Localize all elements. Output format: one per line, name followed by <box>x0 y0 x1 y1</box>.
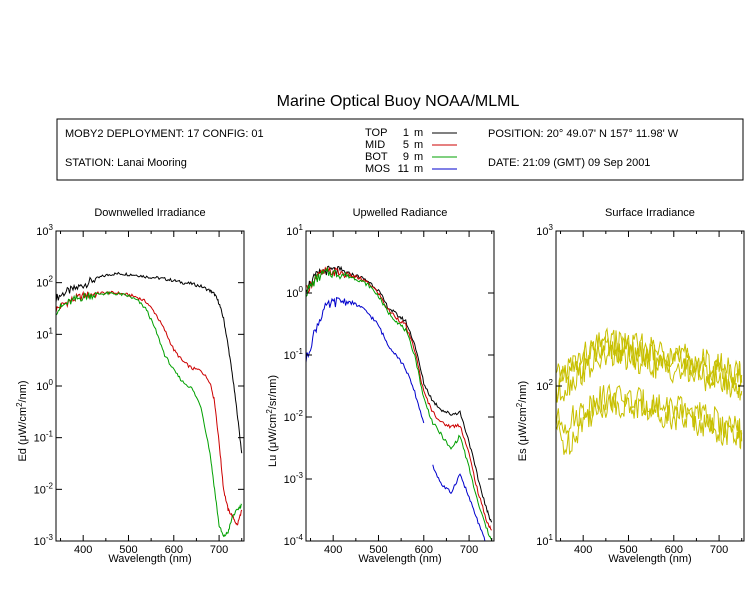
station-label: STATION: Lanai Mooring <box>65 157 187 169</box>
legend-depth: 1 <box>403 127 409 139</box>
x-tick-label: 400 <box>574 544 592 556</box>
y-tick-label: 10-2 <box>34 481 54 496</box>
y-tick-label: 102 <box>536 378 553 393</box>
series-line-es3 <box>556 343 743 403</box>
chart-title: Upwelled Radiance <box>353 207 448 219</box>
y-axis-label: Lu (μW/cm2/sr/nm) <box>265 375 279 467</box>
x-tick-label: 500 <box>119 544 137 556</box>
legend-name: TOP <box>365 127 387 139</box>
y-tick-label: 101 <box>286 223 303 238</box>
legend-name: MID <box>365 139 385 151</box>
series-group <box>56 271 243 538</box>
series-line-top <box>56 271 243 454</box>
legend-depth: 5 <box>403 139 409 151</box>
y-tick-label: 10-1 <box>284 347 304 362</box>
chart-title: Downwelled Irradiance <box>94 207 205 219</box>
chart-2: Upwelled Radiance 400 500 600 700 10-4 10-3 10-… <box>265 207 495 565</box>
chart-title: Surface Irradiance <box>605 207 695 219</box>
y-axis-label: Ed (μW/cm2/nm) <box>15 380 29 461</box>
legend-unit: m <box>414 151 423 163</box>
series-group <box>306 265 493 541</box>
legend-unit: m <box>414 127 423 139</box>
legend-item-top: TOP 1 m <box>365 127 457 139</box>
x-tick-label: 500 <box>369 544 387 556</box>
series-line-top <box>306 265 493 523</box>
series-line-bot <box>306 266 493 541</box>
chart-3: Surface Irradiance 400 500 600 700 101 102 103 W… <box>515 207 745 565</box>
x-tick-label: 700 <box>460 544 478 556</box>
x-tick-label: 700 <box>210 544 228 556</box>
plot-frame <box>305 230 495 542</box>
info-box <box>56 118 744 181</box>
chart-1: Downwelled Irradiance 400 500 600 700 10-3 10-… <box>15 207 245 565</box>
x-axis-label: Wavelength (nm) <box>358 553 441 565</box>
x-tick-label: 400 <box>324 544 342 556</box>
y-tick-label: 101 <box>36 326 53 341</box>
plot-frame <box>555 230 745 542</box>
x-tick-label: 600 <box>165 544 183 556</box>
series-line-mid <box>306 265 492 531</box>
y-tick-label: 102 <box>36 275 53 290</box>
y-axis-label: Es (μW/cm2/nm) <box>515 381 529 461</box>
x-tick-label: 400 <box>74 544 92 556</box>
legend-depth: 11 <box>398 163 409 175</box>
legend-unit: m <box>414 139 423 151</box>
legend-name: MOS <box>365 163 390 175</box>
y-tick-label: 10-1 <box>34 430 54 445</box>
series-line-es4 <box>556 383 743 439</box>
deployment-label: MOBY2 DEPLOYMENT: 17 CONFIG: 01 <box>65 128 264 140</box>
series-line-mid <box>56 290 243 526</box>
legend-name: BOT <box>365 151 388 163</box>
x-axis-label: Wavelength (nm) <box>108 553 191 565</box>
x-tick-label: 500 <box>619 544 637 556</box>
series-line-mos <box>306 296 425 424</box>
x-axis-label: Wavelength (nm) <box>608 553 691 565</box>
y-tick-label: 10-3 <box>284 471 304 486</box>
x-tick-label: 600 <box>415 544 433 556</box>
figure-title: Marine Optical Buoy NOAA/MLML <box>277 93 520 110</box>
series-line-es5 <box>556 391 743 455</box>
legend-item-bot: BOT 9 m <box>365 151 457 163</box>
legend-unit: m <box>414 163 423 175</box>
position-label: POSITION: 20° 49.07' N 157° 11.98' W <box>488 128 679 140</box>
y-tick-label: 103 <box>36 223 53 238</box>
y-tick-label: 100 <box>36 378 53 393</box>
series-line-bot <box>56 291 243 538</box>
series-group <box>556 327 743 455</box>
x-tick-label: 600 <box>665 544 683 556</box>
series-line-mos <box>432 464 486 541</box>
y-tick-label: 100 <box>286 285 303 300</box>
date-label: DATE: 21:09 (GMT) 09 Sep 2001 <box>488 157 650 169</box>
legend-depth: 9 <box>403 151 409 163</box>
y-tick-label: 10-3 <box>34 533 54 548</box>
legend-item-mos: MOS 11 m <box>365 163 457 175</box>
y-tick-label: 101 <box>536 533 553 548</box>
x-tick-label: 700 <box>710 544 728 556</box>
y-tick-label: 10-4 <box>284 533 304 548</box>
y-tick-label: 103 <box>536 223 553 238</box>
legend-item-mid: MID 5 m <box>365 139 457 151</box>
y-tick-label: 10-2 <box>284 409 304 424</box>
chart-panels: Downwelled Irradiance 400 500 600 700 10-3 10-… <box>15 207 745 565</box>
